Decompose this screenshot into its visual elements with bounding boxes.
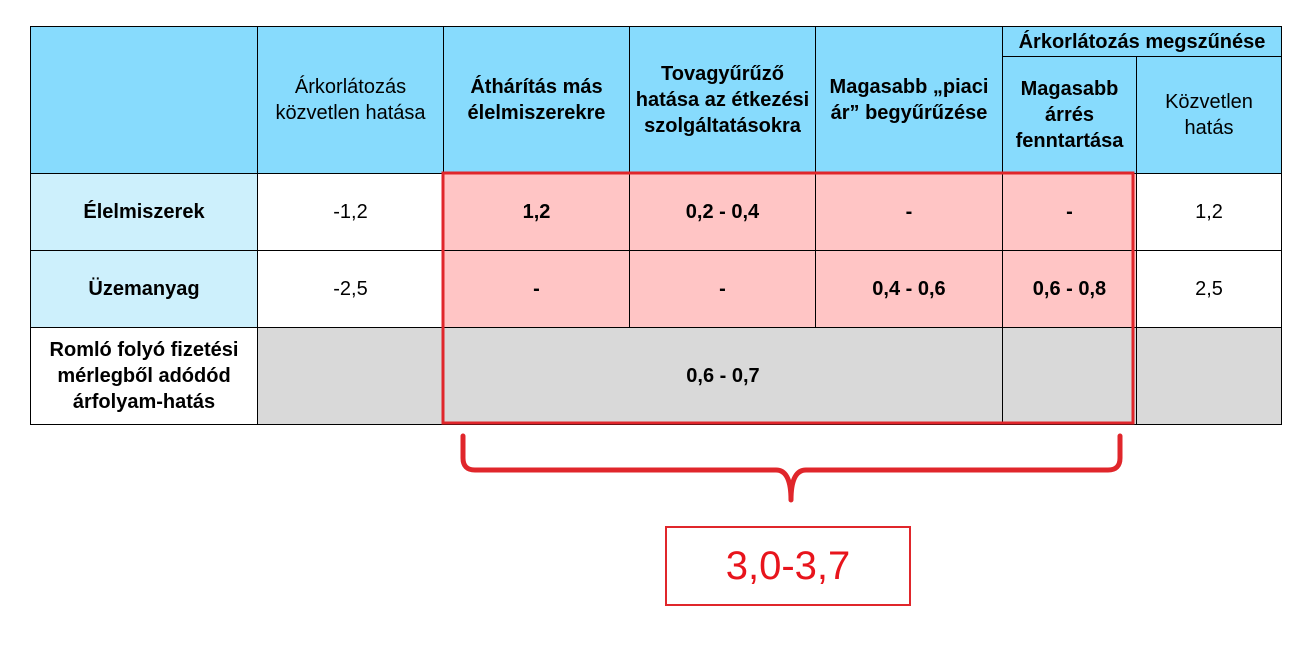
cell-food-direct-effect: -1,2 [257, 173, 444, 251]
row-label-fuel: Üzemanyag [30, 250, 258, 328]
total-range-box: 3,0-3,7 [665, 526, 911, 606]
cell-fuel-passthrough: - [443, 250, 630, 328]
cell-fuel-spillover: - [629, 250, 816, 328]
header-direct-effect: Árkorlátozás közvetlen hatása [257, 26, 444, 174]
header-market-price: Magasabb „piaci ár” begyűrűzése [815, 26, 1003, 174]
cell-fuel-direct: 2,5 [1136, 250, 1282, 328]
cell-exchange-direct [1136, 327, 1282, 425]
header-cessation-group: Árkorlátozás megszűnése [1002, 26, 1282, 57]
cell-exchange-higher-margin [1002, 327, 1137, 425]
cell-food-spillover: 0,2 - 0,4 [629, 173, 816, 251]
header-spillover: Tovagyűrűző hatása az étkezési szolgálta… [629, 26, 816, 174]
cell-exchange-direct-effect [257, 327, 444, 425]
cell-food-market-price: - [815, 173, 1003, 251]
cell-fuel-market-price: 0,4 - 0,6 [815, 250, 1003, 328]
row-label-food: Élelmiszerek [30, 173, 258, 251]
cell-exchange-merged: 0,6 - 0,7 [443, 327, 1003, 425]
header-passthrough: Áthárítás más élelmiszerekre [443, 26, 630, 174]
cell-food-passthrough: 1,2 [443, 173, 630, 251]
cell-fuel-direct-effect: -2,5 [257, 250, 444, 328]
total-range-value: 3,0-3,7 [725, 543, 851, 588]
inflation-effects-table: Árkorlátozás közvetlen hatása Áthárítás … [30, 26, 1282, 425]
curly-brace [460, 433, 1123, 503]
header-higher-margin: Magasabb árrés fenntartása [1002, 56, 1137, 174]
header-corner [30, 26, 258, 174]
cell-food-direct: 1,2 [1136, 173, 1282, 251]
cell-fuel-higher-margin: 0,6 - 0,8 [1002, 250, 1137, 328]
row-label-exchange-rate: Romló folyó fizetési mérlegből adódód ár… [30, 327, 258, 425]
cell-food-higher-margin: - [1002, 173, 1137, 251]
header-direct: Közvetlen hatás [1136, 56, 1282, 174]
